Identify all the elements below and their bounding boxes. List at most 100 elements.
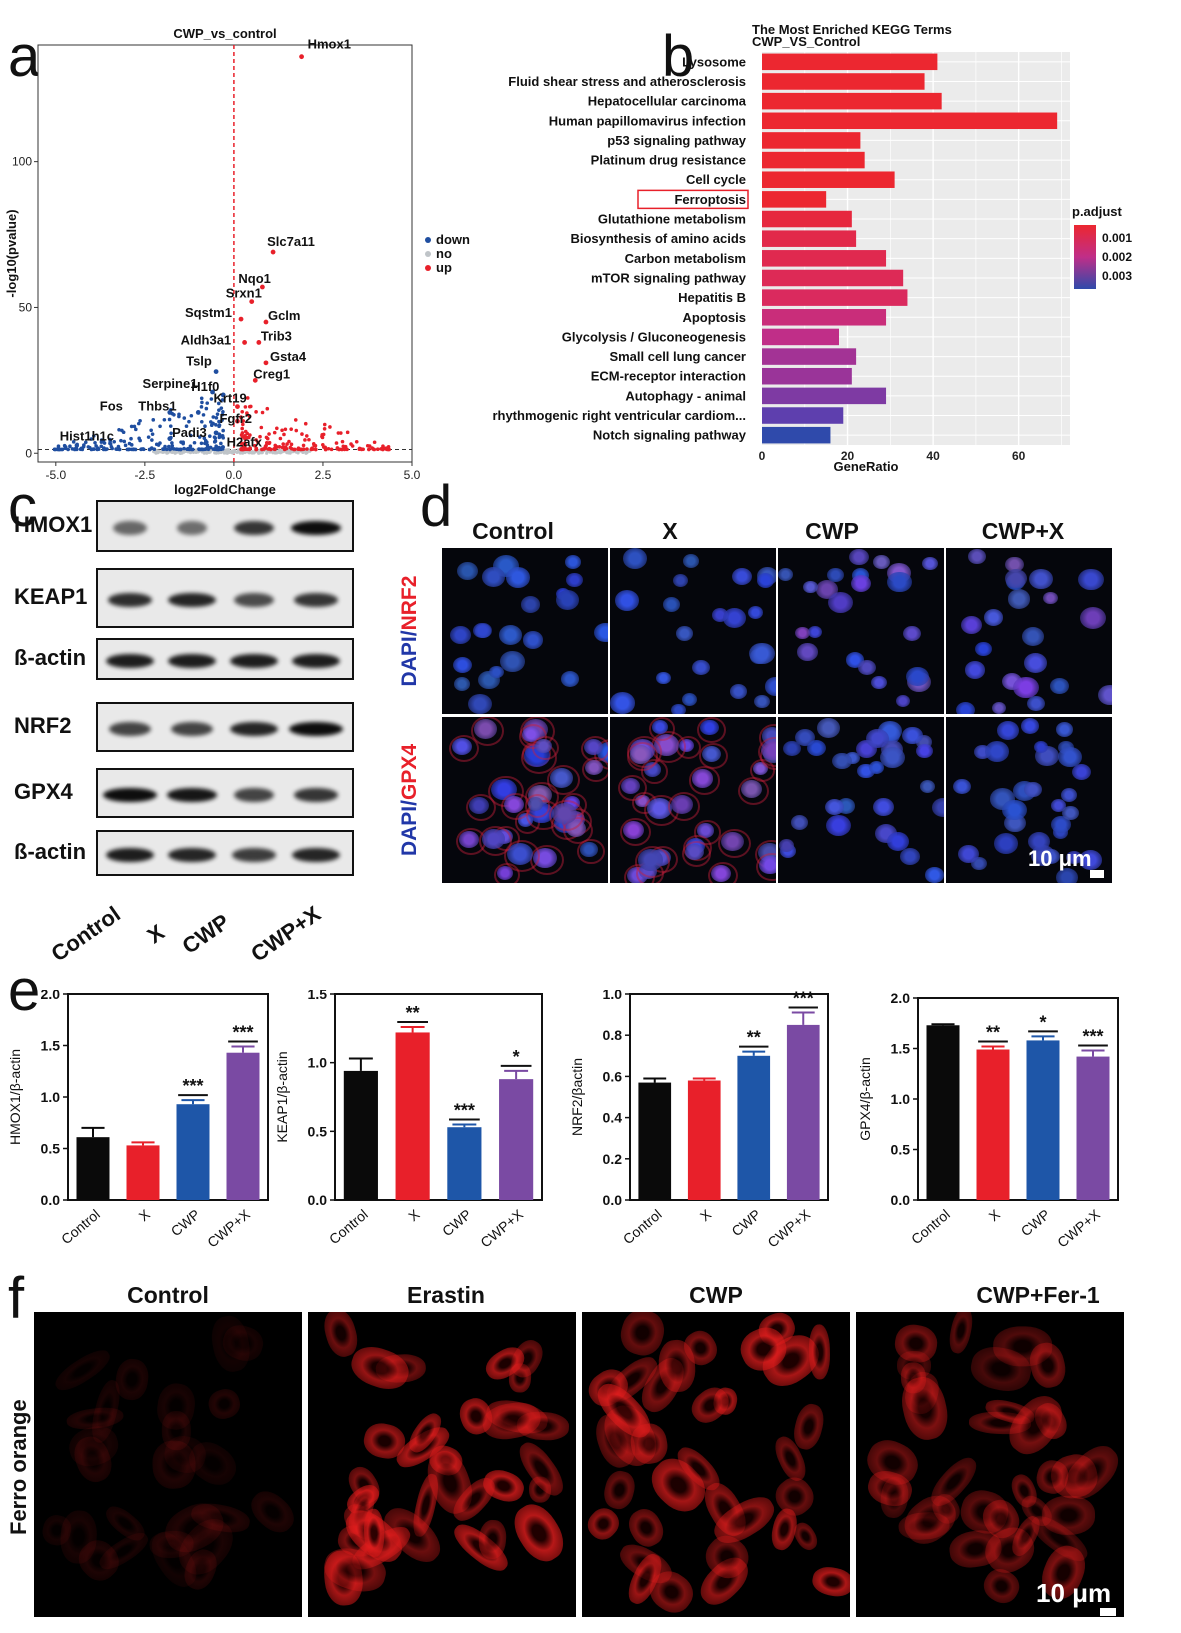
bar-chart-y-tick: 0.0 bbox=[603, 1192, 623, 1208]
western-blot-group-label: Control bbox=[46, 901, 124, 966]
volcano-point-down bbox=[217, 432, 222, 437]
kegg-x-label: GeneRatio bbox=[833, 459, 898, 474]
bar-sig-stars: *** bbox=[182, 1076, 203, 1096]
ferro-cell bbox=[346, 1340, 414, 1396]
kegg-term-label: Ferroptosis bbox=[674, 192, 746, 207]
ferro-cell bbox=[363, 1508, 385, 1558]
volcano-gene-label: Creg1 bbox=[253, 366, 290, 381]
if-nucleus bbox=[1079, 850, 1103, 870]
western-blot-label: HMOX1 bbox=[14, 512, 93, 537]
volcano-point-down bbox=[216, 401, 221, 406]
bar-sig-stars: *** bbox=[793, 990, 814, 1009]
ferro-image-tile bbox=[582, 1312, 850, 1617]
kegg-term-label: Platinum drug resistance bbox=[591, 153, 746, 168]
kegg-term-label: Small cell lung cancer bbox=[609, 349, 746, 364]
if-nucleus bbox=[956, 702, 976, 714]
bar bbox=[1026, 1040, 1060, 1200]
volcano-gene-label: Krt19 bbox=[213, 391, 246, 406]
if-nucleus bbox=[975, 641, 993, 657]
volcano-point-up bbox=[381, 444, 385, 448]
volcano-point-up bbox=[273, 447, 277, 452]
if-nucleus bbox=[1051, 816, 1071, 834]
volcano-title: CWP_vs_control bbox=[173, 26, 276, 41]
volcano-point-up bbox=[322, 426, 327, 431]
western-blot-group-label: CWP+X bbox=[246, 901, 325, 967]
volcano-point-no bbox=[274, 450, 278, 455]
if-nucleus bbox=[932, 797, 944, 817]
kegg-term-label: Fluid shear stress and atherosclerosis bbox=[508, 74, 746, 89]
volcano-point-up bbox=[283, 446, 287, 451]
bar-chart-x-tick: Control bbox=[620, 1206, 665, 1247]
volcano-gene-point bbox=[220, 392, 226, 398]
kegg-term-label: mTOR signaling pathway bbox=[591, 270, 747, 285]
if-nucleus bbox=[817, 718, 841, 738]
volcano-point-down bbox=[205, 401, 210, 405]
if-nucleus bbox=[1080, 607, 1107, 629]
if-nucleus bbox=[991, 702, 1007, 714]
if-nucleus bbox=[797, 643, 818, 661]
western-blot-band bbox=[166, 788, 218, 802]
volcano-x-tick: 5.0 bbox=[404, 468, 421, 482]
volcano-plot-area bbox=[37, 44, 413, 463]
if-nucleus bbox=[850, 574, 872, 593]
ferro-cell bbox=[161, 1411, 192, 1451]
kegg-legend-tick: 0.002 bbox=[1102, 250, 1132, 264]
volcano-gene-point bbox=[238, 316, 244, 322]
if-cytoplasm-signal bbox=[697, 717, 726, 743]
if-nucleus bbox=[866, 728, 889, 749]
if-image-tile bbox=[778, 717, 944, 883]
if-nucleus bbox=[1055, 721, 1074, 737]
volcano-point-down bbox=[164, 447, 169, 452]
volcano-point-down bbox=[215, 412, 220, 416]
volcano-point-down bbox=[212, 435, 217, 439]
panel-letter-d: d bbox=[420, 474, 453, 539]
bar-chart-x-tick: X bbox=[135, 1206, 153, 1225]
volcano-point-down bbox=[205, 440, 209, 445]
volcano-point-up bbox=[258, 434, 262, 439]
bar-sig-stars: *** bbox=[1082, 1027, 1103, 1047]
volcano-point-up bbox=[307, 437, 311, 442]
volcano-gene-point bbox=[260, 284, 265, 290]
volcano-point-down bbox=[138, 419, 142, 423]
if-nucleus bbox=[1062, 805, 1079, 820]
if-nucleus bbox=[1005, 556, 1024, 573]
volcano-point-down bbox=[184, 424, 189, 429]
if-nucleus bbox=[778, 568, 793, 581]
volcano-gene-label: Aldh3a1 bbox=[181, 332, 232, 347]
volcano-point-down bbox=[131, 447, 136, 451]
bar bbox=[447, 1127, 482, 1200]
bar-chart: 0.0 0.5 1.0 1.5 2.0 HMOX1/β-actin Control X *** C… bbox=[7, 990, 269, 1251]
bar-sig-stars: *** bbox=[454, 1100, 475, 1120]
volcano-gene-point bbox=[213, 369, 219, 375]
volcano-point-no bbox=[247, 451, 251, 455]
if-nucleus bbox=[614, 590, 640, 612]
volcano-point-down bbox=[52, 447, 57, 452]
western-blot-band bbox=[168, 593, 216, 607]
volcano-point-down bbox=[189, 413, 194, 418]
if-image-tile bbox=[442, 548, 608, 714]
ferro-column-header: CWP+Fer-1 bbox=[976, 1282, 1100, 1308]
if-nucleus bbox=[993, 833, 1019, 855]
western-blot-group-label: CWP bbox=[178, 909, 234, 959]
if-cytoplasm-signal bbox=[634, 846, 671, 879]
volcano-x-tick: 0.0 bbox=[226, 468, 243, 482]
if-nucleus bbox=[807, 740, 827, 757]
volcano-gene-point bbox=[195, 410, 201, 415]
volcano-point-down bbox=[137, 436, 141, 441]
kegg-bar bbox=[762, 132, 861, 149]
if-nucleus bbox=[764, 677, 776, 696]
if-nucleus bbox=[467, 693, 492, 714]
ferro-column-header: Control bbox=[127, 1282, 209, 1308]
volcano-point-up bbox=[296, 446, 301, 450]
if-nucleus bbox=[903, 625, 922, 642]
volcano-point-down bbox=[219, 441, 223, 446]
kegg-bar bbox=[762, 230, 857, 247]
if-nucleus bbox=[803, 580, 819, 594]
volcano-point-down bbox=[109, 445, 114, 449]
if-nucleus bbox=[1026, 696, 1045, 712]
volcano-point-down bbox=[89, 437, 94, 441]
kegg-term-label: Glutathione metabolism bbox=[598, 212, 746, 227]
volcano-legend-label: down bbox=[436, 232, 470, 247]
volcano-point-no bbox=[188, 451, 193, 455]
volcano-point-no bbox=[161, 450, 165, 454]
